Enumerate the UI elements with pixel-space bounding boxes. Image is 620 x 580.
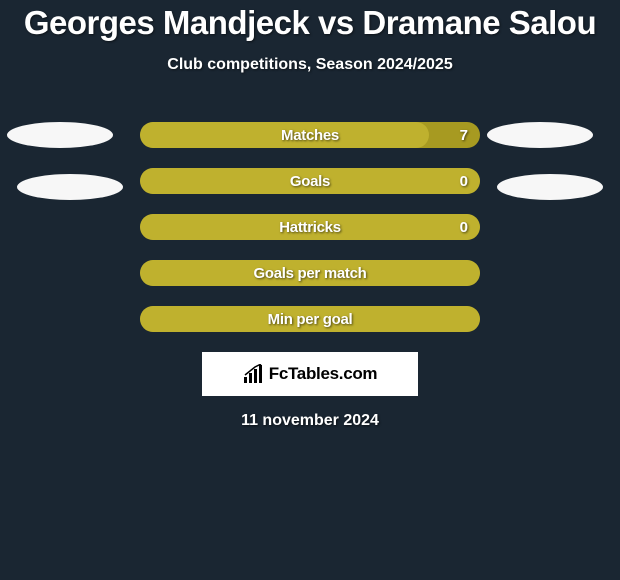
chart-icon bbox=[243, 364, 265, 384]
stat-bar: Matches7 bbox=[140, 122, 480, 148]
stat-bar-label: Goals per match bbox=[140, 260, 480, 286]
decor-ellipse bbox=[487, 122, 593, 148]
stat-bar-value: 0 bbox=[460, 214, 468, 240]
stat-bar-label: Goals bbox=[140, 168, 480, 194]
stat-bar-value: 7 bbox=[460, 122, 468, 148]
stat-bar: Goals0 bbox=[140, 168, 480, 194]
page-title: Georges Mandjeck vs Dramane Salou bbox=[0, 4, 620, 42]
stat-bar-value: 0 bbox=[460, 168, 468, 194]
subtitle: Club competitions, Season 2024/2025 bbox=[0, 56, 620, 74]
stat-rows: Matches7Goals0Hattricks0Goals per matchM… bbox=[0, 122, 620, 332]
decor-ellipse bbox=[7, 122, 113, 148]
stat-bar: Min per goal bbox=[140, 306, 480, 332]
decor-ellipse bbox=[17, 174, 123, 200]
stat-bar-label: Matches bbox=[140, 122, 480, 148]
stat-bar: Hattricks0 bbox=[140, 214, 480, 240]
logo-text: FcTables.com bbox=[269, 364, 378, 384]
decor-ellipse bbox=[497, 174, 603, 200]
stat-bar: Goals per match bbox=[140, 260, 480, 286]
stat-bar-label: Hattricks bbox=[140, 214, 480, 240]
stat-bar-label: Min per goal bbox=[140, 306, 480, 332]
date-label: 11 november 2024 bbox=[0, 412, 620, 430]
logo-box: FcTables.com bbox=[202, 352, 418, 396]
